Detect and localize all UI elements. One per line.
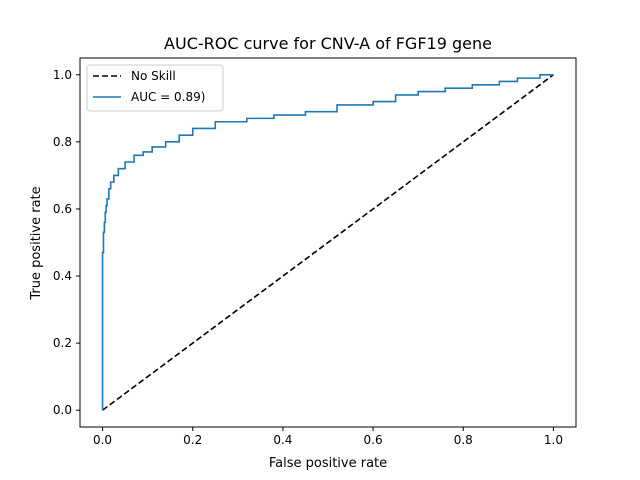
- x-tick-label: 0.8: [454, 433, 473, 447]
- y-axis-label: True positive rate: [29, 186, 44, 300]
- x-tick-label: 0.0: [93, 433, 112, 447]
- y-tick-label: 0.6: [53, 202, 72, 216]
- y-tick-label: 0.4: [53, 269, 72, 283]
- axes-frame: [79, 57, 577, 428]
- x-tick-label: 0.6: [364, 433, 383, 447]
- y-tick-label: 0.8: [53, 135, 72, 149]
- y-axis: 0.0 0.2 0.4 0.6 0.8 1.0: [53, 68, 80, 417]
- y-tick-label: 0.0: [53, 403, 72, 417]
- x-tick-label: 0.2: [183, 433, 202, 447]
- legend-auc-label: AUC = 0.89): [131, 90, 205, 104]
- no-skill-line: [102, 74, 554, 411]
- x-axis: 0.0 0.2 0.4 0.6 0.8 1.0: [93, 427, 563, 447]
- legend: No Skill AUC = 0.89): [86, 64, 224, 112]
- chart-title: AUC-ROC curve for CNV-A of FGF19 gene: [164, 34, 492, 53]
- plot-area: [101, 73, 554, 411]
- y-tick-label: 1.0: [53, 68, 72, 82]
- y-tick-label: 0.2: [53, 336, 72, 350]
- x-axis-label: False positive rate: [269, 456, 387, 471]
- x-tick-label: 0.4: [273, 433, 292, 447]
- x-tick-label: 1.0: [544, 433, 563, 447]
- legend-entries: No Skill AUC = 0.89): [93, 69, 205, 104]
- roc-curve-line: [101, 73, 554, 411]
- legend-no-skill-label: No Skill: [131, 69, 176, 83]
